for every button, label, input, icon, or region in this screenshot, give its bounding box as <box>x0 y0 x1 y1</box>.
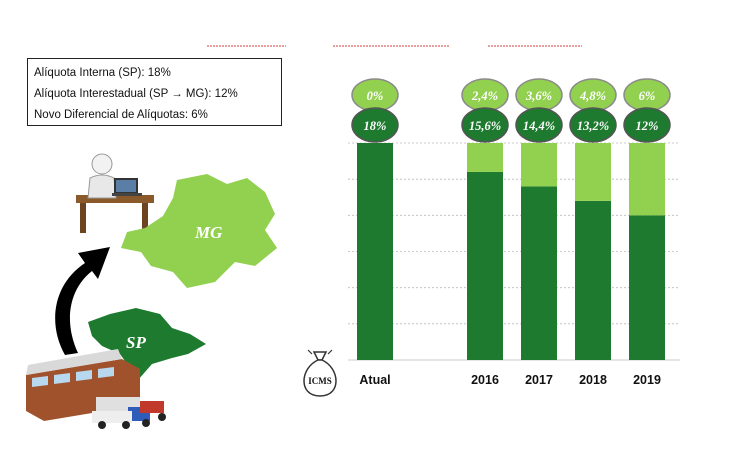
value-label-light: 2,4% <box>471 89 498 103</box>
icms-bag-icon: ICMS <box>303 349 337 397</box>
x-tick-label: 2018 <box>579 373 607 387</box>
bar-segment-dark <box>467 171 503 360</box>
chart-bars <box>357 143 665 360</box>
value-badge-dark <box>515 107 563 143</box>
bar-segment-light <box>521 143 557 187</box>
person-at-desk-icon <box>76 153 154 233</box>
bar-segment-light <box>575 143 611 201</box>
value-badge-dark <box>461 107 509 143</box>
bar-segment-dark <box>357 143 393 360</box>
value-badge-dark <box>623 107 671 143</box>
value-label-light: 6% <box>639 89 656 103</box>
value-label-dark: 18% <box>364 119 387 133</box>
rates-info-box: Alíquota Interna (SP): 18% Alíquota Inte… <box>27 58 282 126</box>
value-badge-dark <box>351 107 399 143</box>
bar-segment-light <box>467 143 503 172</box>
value-label-dark: 12% <box>636 119 659 133</box>
value-label-dark: 15,6% <box>469 119 501 133</box>
bar-segment-light <box>629 143 665 216</box>
top-decorative-marks <box>207 45 582 47</box>
value-label-light: 4,8% <box>579 89 606 103</box>
x-tick-label: 2017 <box>525 373 553 387</box>
bar-segment-dark <box>521 186 557 360</box>
x-tick-label: 2019 <box>633 373 661 387</box>
value-badge-dark <box>569 107 617 143</box>
chart-grid <box>348 142 680 361</box>
value-label-dark: 13,2% <box>577 119 609 133</box>
sp-state-label: SP <box>126 333 146 352</box>
sp-state-map: SP <box>88 308 206 380</box>
value-label-dark: 14,4% <box>523 119 555 133</box>
icms-bag-label: ICMS <box>308 376 332 386</box>
value-label-light: 0% <box>367 89 384 103</box>
interstate-rate-text: Alíquota Interestadual (SP → MG): 12% <box>34 88 238 100</box>
x-tick-label: 2016 <box>471 373 499 387</box>
mg-state-map: MG <box>121 174 277 288</box>
bar-segment-dark <box>575 200 611 360</box>
differential-rate-text: Novo Diferencial de Alíquotas: 6% <box>34 109 208 121</box>
factory-trucks-icon <box>26 349 166 429</box>
value-label-light: 3,6% <box>525 89 552 103</box>
internal-rate-text: Alíquota Interna (SP): 18% <box>34 67 171 79</box>
mg-state-label: MG <box>194 223 223 242</box>
x-tick-label: Atual <box>359 373 390 387</box>
bar-segment-dark <box>629 215 665 360</box>
chart-x-axis: Atual 2016 2017 2018 2019 <box>359 373 661 387</box>
chart-value-labels: 0% 18% 2,4% 15,6% 3,6% 14,4% 4,8% 13,2% 6% 12% <box>351 78 671 143</box>
curved-arrow-icon <box>55 247 110 355</box>
